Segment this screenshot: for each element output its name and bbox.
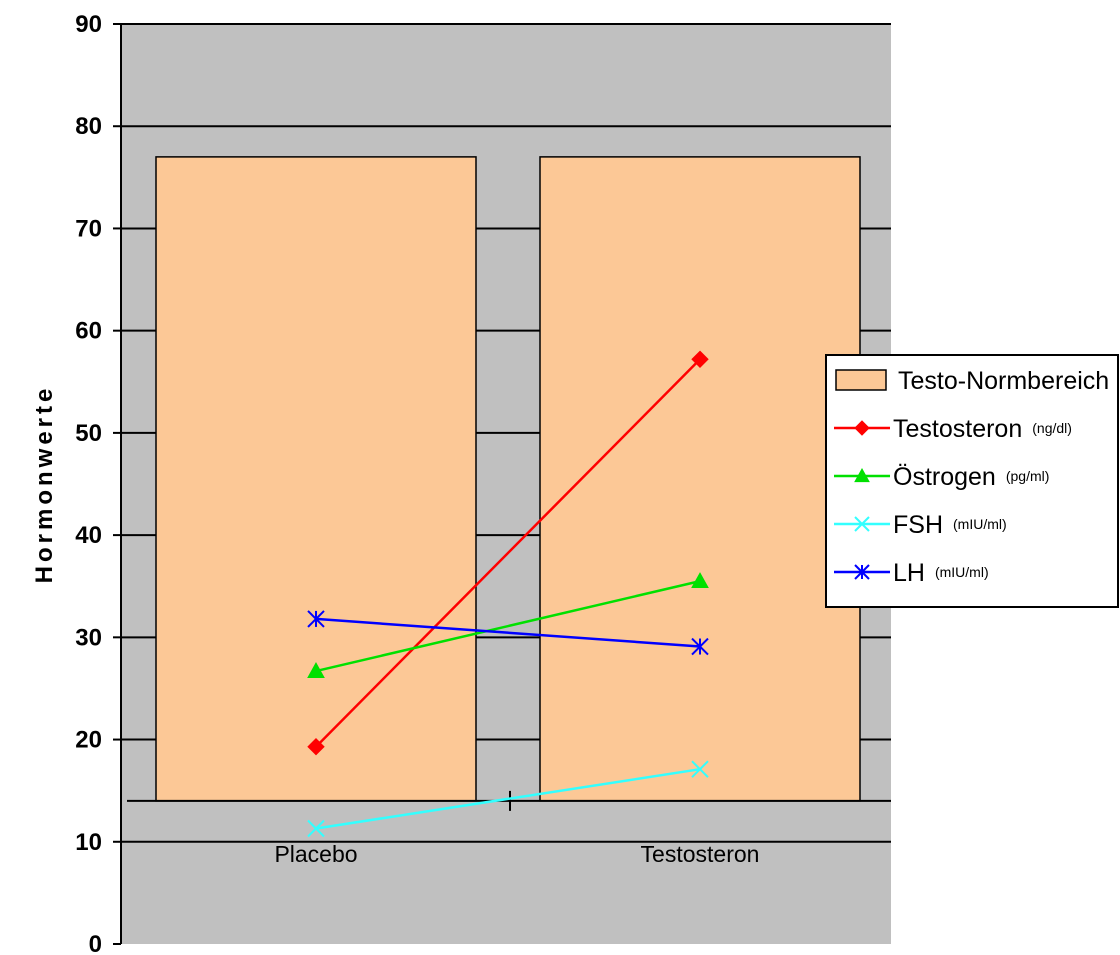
legend-swatch-bar: [835, 369, 887, 391]
series-line-testosteron: [315, 358, 701, 748]
series-line-fsh: [315, 767, 701, 830]
range-bar-placebo: [155, 156, 477, 802]
legend-marker-lh: [854, 564, 870, 580]
data-point-fsh-testosteron: [691, 760, 709, 778]
data-point-strogen-placebo: [307, 662, 325, 678]
data-point-testosteron-testosteron: [691, 350, 709, 368]
y-tick-label: 30: [75, 624, 102, 651]
y-tick-label: 80: [75, 113, 102, 140]
y-tick-label: 0: [89, 931, 102, 955]
y-tick-label: 10: [75, 829, 102, 856]
data-point-testosteron-placebo: [307, 738, 325, 756]
data-point-fsh-testosteron-stroke-b: [691, 760, 709, 778]
data-point-strogen-testosteron: [691, 572, 709, 589]
x-category-label: Testosteron: [641, 841, 760, 867]
x-category-label: Placebo: [274, 841, 357, 867]
data-point-fsh-placebo: [307, 819, 325, 838]
y-tick-label: 40: [75, 522, 102, 549]
legend-marker-fsh: [854, 516, 870, 532]
y-tick-label: 70: [75, 215, 102, 242]
legend-label: FSH: [893, 511, 943, 539]
legend-label: Östrogen: [893, 463, 996, 491]
legend-unit: (mIU/ml): [935, 564, 989, 580]
y-tick-label: 50: [75, 420, 102, 447]
y-tick-label: 90: [75, 11, 102, 38]
legend: Testo-Normbereich Testosteron (ng/dl) Östro…: [825, 354, 1119, 608]
legend-unit: (ng/dl): [1032, 420, 1072, 436]
legend-box: [825, 354, 1119, 608]
legend-label: Testosteron: [893, 415, 1022, 443]
series-line-strogen: [315, 579, 701, 673]
series-line-lh: [315, 617, 701, 648]
x-axis: Placebo Testosteron: [127, 790, 891, 867]
legend-marker-strogen: [854, 467, 870, 483]
y-axis-label: Hormonwerte: [31, 385, 58, 584]
y-tick-label: 20: [75, 727, 102, 754]
range-bar-testosteron: [539, 156, 861, 802]
data-point-lh-testosteron: [691, 637, 709, 656]
legend-unit: (pg/ml): [1006, 468, 1050, 484]
bars: [155, 156, 861, 802]
legend-unit: (mIU/ml): [953, 516, 1007, 532]
data-point-fsh-placebo-stroke-b: [307, 819, 325, 838]
series-lines: [307, 350, 709, 838]
data-point-lh-placebo: [307, 610, 325, 628]
legend-marker-fsh-stroke-b: [854, 516, 870, 532]
legend-marker-testosteron: [854, 420, 870, 436]
legend-label: Testo-Normbereich: [898, 367, 1109, 395]
legend-label: LH: [893, 559, 925, 587]
y-tick-label: 60: [75, 318, 102, 345]
y-axis: 0 10 20 30 40 50 60 70 80 90: [75, 11, 122, 955]
